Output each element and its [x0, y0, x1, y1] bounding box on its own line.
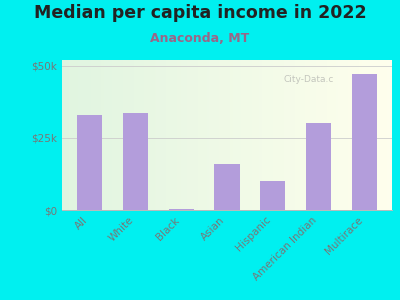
- Bar: [168, 209, 194, 210]
- Text: Median per capita income in 2022: Median per capita income in 2022: [34, 4, 366, 22]
- Bar: [260, 181, 286, 210]
- Text: City-Data.c: City-Data.c: [283, 75, 334, 84]
- Bar: [123, 113, 148, 210]
- Text: Anaconda, MT: Anaconda, MT: [150, 32, 250, 44]
- Bar: [352, 74, 377, 210]
- Bar: [214, 164, 240, 210]
- Bar: [306, 124, 331, 210]
- Bar: [77, 115, 102, 210]
